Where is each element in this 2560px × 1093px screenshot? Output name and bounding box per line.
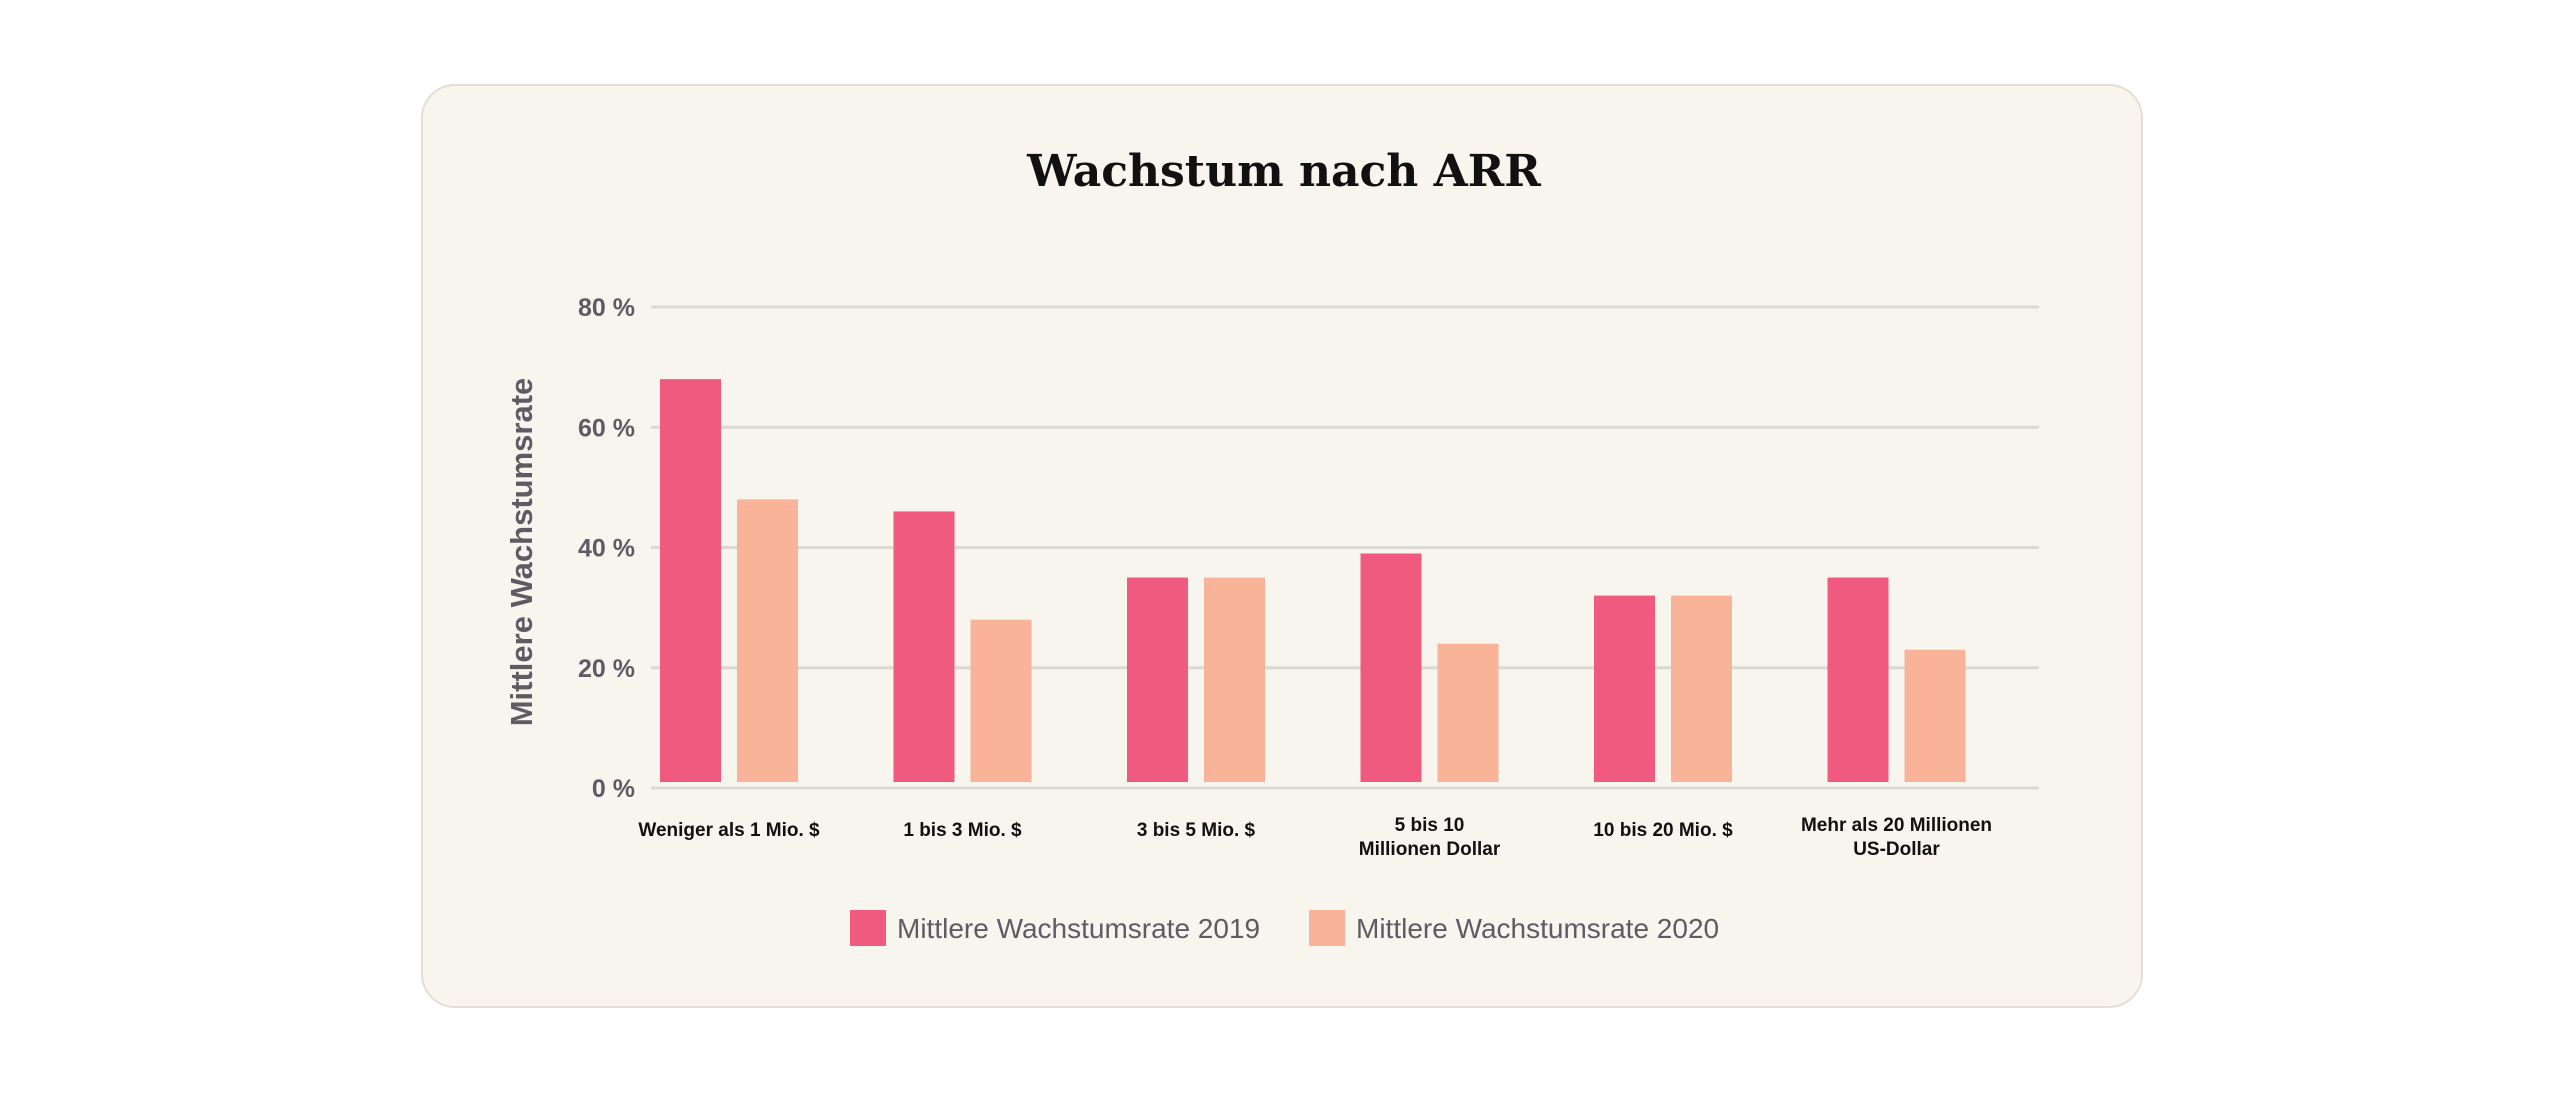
- y-axis-ticks: 0 % 20 % 40 % 60 % 80 %: [578, 294, 635, 803]
- bar-series-1: [1360, 553, 1422, 782]
- bar-series-2: [1204, 577, 1265, 782]
- legend-swatch: [1309, 910, 1345, 946]
- legend-label: Mittlere Wachstumsrate 2020: [1356, 913, 1719, 944]
- y-tick-label: 60 %: [578, 414, 635, 442]
- y-axis-label: Mittlere Wachstumsrate: [504, 378, 539, 727]
- legend-swatch: [850, 910, 886, 946]
- bar-chart: Wachstum nach ARR Mittlere Wachstumsrate…: [504, 146, 2039, 946]
- x-tick-label: 3 bis 5 Mio. $: [1137, 820, 1256, 841]
- y-tick-label: 20 %: [578, 655, 635, 683]
- bar-series-2: [1671, 595, 1732, 782]
- chart-card: Wachstum nach ARR Mittlere Wachstumsrate…: [421, 84, 2143, 1008]
- y-tick-label: 0 %: [592, 775, 635, 803]
- bar-series-1: [1827, 577, 1889, 782]
- legend: Mittlere Wachstumsrate 2019 Mittlere Wach…: [850, 910, 1719, 946]
- x-tick-label: US-Dollar: [1853, 839, 1940, 860]
- y-tick-label: 80 %: [578, 294, 635, 322]
- y-tick-label: 40 %: [578, 535, 635, 563]
- x-tick-label: 1 bis 3 Mio. $: [903, 820, 1022, 841]
- bars: [660, 379, 1966, 782]
- bar-series-1: [1594, 595, 1655, 782]
- x-tick-label: Mehr als 20 Millionen: [1801, 815, 1992, 836]
- bar-series-2: [1437, 643, 1499, 782]
- x-tick-label: Millionen Dollar: [1359, 839, 1501, 860]
- x-tick-label: Weniger als 1 Mio. $: [638, 820, 820, 841]
- legend-label: Mittlere Wachstumsrate 2019: [897, 913, 1260, 944]
- x-axis-ticks: Weniger als 1 Mio. $ 1 bis 3 Mio. $ 3 bis …: [638, 815, 1992, 860]
- bar-series-1: [893, 511, 955, 782]
- bar-series-2: [737, 499, 798, 782]
- chart-title: Wachstum nach ARR: [1026, 146, 1541, 197]
- bar-series-1: [660, 379, 721, 782]
- bar-series-2: [970, 619, 1032, 782]
- gridlines: [651, 305, 2039, 790]
- bar-series-2: [1904, 649, 1966, 782]
- bar-series-1: [1127, 577, 1188, 782]
- x-tick-label: 5 bis 10: [1395, 815, 1465, 836]
- x-tick-label: 10 bis 20 Mio. $: [1593, 820, 1733, 841]
